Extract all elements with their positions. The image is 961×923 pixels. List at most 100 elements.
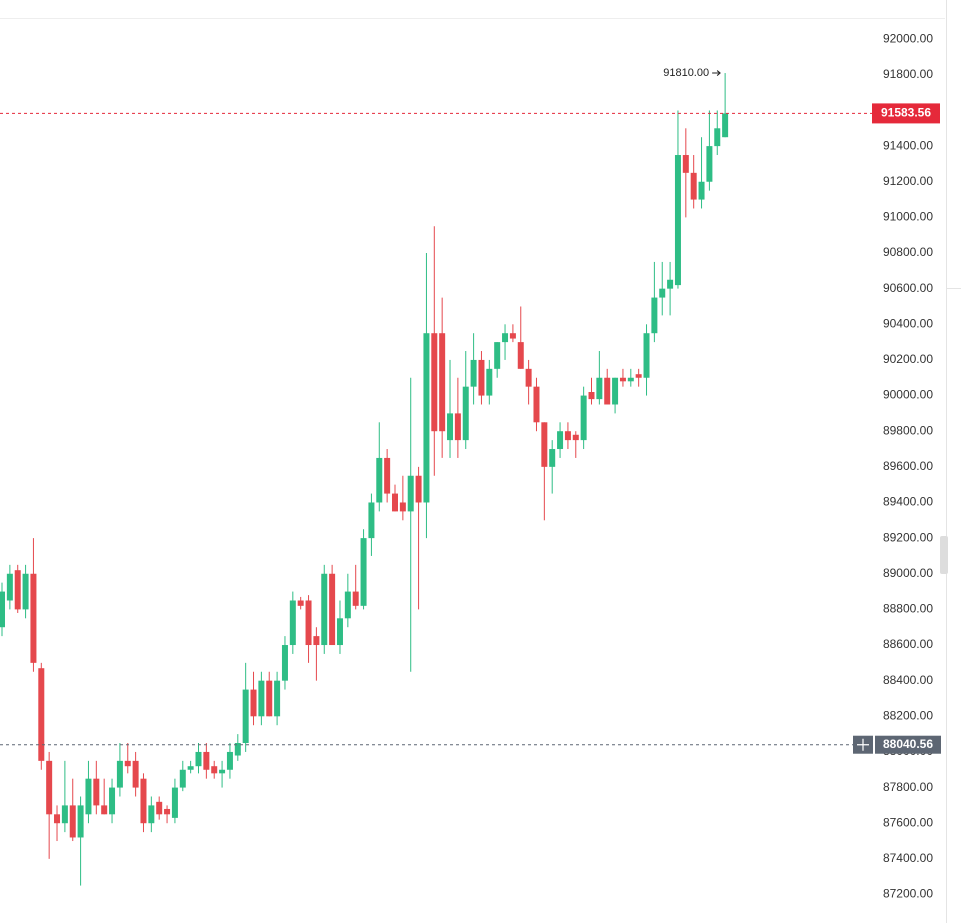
candle-body (352, 591, 359, 606)
candle-body (109, 787, 116, 815)
last-price-box (872, 103, 940, 124)
candle-body (674, 155, 681, 286)
candle-body (407, 475, 414, 512)
candle-body (101, 805, 108, 815)
candle-body (509, 333, 516, 339)
high-marker-arrow (712, 70, 721, 76)
candle-body (627, 377, 634, 382)
candle-body (266, 680, 273, 717)
candle-body (564, 431, 571, 441)
candle-body (116, 760, 123, 788)
candle-body (525, 368, 532, 387)
candle-body (22, 573, 29, 610)
candle-body (533, 386, 540, 423)
y-tick-label: 90400.00 (883, 316, 933, 330)
candle-body (722, 113, 729, 138)
candle-body (6, 573, 13, 601)
candle-body (179, 769, 186, 788)
candle-body (289, 600, 296, 646)
candle-body (171, 787, 178, 818)
candle-body (321, 573, 328, 646)
y-tick-label: 90600.00 (883, 281, 933, 295)
candle-body (619, 377, 626, 382)
candle-body (494, 342, 501, 369)
candle-body (572, 434, 579, 441)
y-tick-label: 89400.00 (883, 495, 933, 509)
candle-body (69, 805, 76, 838)
candle-body (187, 766, 194, 770)
y-tick-label: 92000.00 (883, 31, 933, 45)
y-tick-label: 88800.00 (883, 602, 933, 616)
y-tick-label: 89600.00 (883, 459, 933, 473)
candle-body (336, 618, 343, 646)
candle-body (682, 155, 689, 173)
candle-body (297, 600, 304, 606)
candle-body (203, 751, 210, 770)
candle-body (604, 377, 611, 405)
candle-body (148, 805, 155, 824)
candle-body (714, 128, 721, 147)
candle-body (14, 570, 21, 610)
candle-body (313, 636, 320, 646)
crosshair-label: 88040.56 (883, 737, 933, 751)
candle-body (140, 778, 147, 824)
candle-body (423, 333, 430, 503)
candle-body (415, 475, 422, 503)
candle-body (635, 374, 642, 378)
panel-handle[interactable] (940, 536, 948, 574)
candle-body (549, 449, 556, 467)
crosshair-plus (857, 738, 869, 751)
y-tick-label: 87200.00 (883, 887, 933, 901)
candle-body (234, 743, 241, 756)
candle-body (46, 760, 53, 815)
high-marker-label: 91810.00 (663, 67, 709, 79)
candle-body (156, 801, 163, 815)
candle-body (242, 689, 249, 744)
candle-body (517, 342, 524, 369)
y-tick-label: 89800.00 (883, 423, 933, 437)
y-tick-label: 91800.00 (883, 67, 933, 81)
candle-body (580, 395, 587, 441)
candle-body (431, 333, 438, 432)
candle-body (329, 573, 336, 646)
candle-body (454, 413, 461, 441)
candle-body (211, 766, 218, 774)
candle-body (226, 751, 233, 770)
candle-body (643, 333, 650, 378)
candle-body (399, 502, 406, 512)
candle-body (596, 377, 603, 400)
last-price-label: 91583.56 (881, 106, 931, 120)
candle-body (30, 573, 37, 663)
candle-body (651, 297, 658, 334)
y-tick-label: 88400.00 (883, 673, 933, 687)
candle-body (344, 591, 351, 619)
candle-body (470, 359, 477, 387)
candle-body (281, 645, 288, 681)
candle-body (360, 538, 367, 606)
y-tick-label: 87400.00 (883, 851, 933, 865)
candle-body (85, 778, 92, 815)
candle-body (258, 680, 265, 717)
candle-body (384, 457, 391, 494)
candle-body (698, 181, 705, 200)
candle-body (77, 805, 84, 838)
crosshair-box (875, 735, 941, 754)
y-tick-label: 90800.00 (883, 245, 933, 259)
candle-body (0, 591, 5, 628)
candle-body (376, 457, 383, 503)
candle-body (462, 386, 469, 441)
candle-body (54, 814, 61, 824)
candle-body (439, 333, 446, 432)
y-tick-label: 90000.00 (883, 388, 933, 402)
y-tick-label: 88200.00 (883, 708, 933, 722)
candle-body (274, 680, 281, 717)
candle-body (478, 359, 485, 396)
candle-body (93, 778, 100, 806)
y-tick-label: 91400.00 (883, 138, 933, 152)
candle-body (61, 805, 68, 824)
candle-body (38, 668, 45, 761)
y-tick-label: 91000.00 (883, 210, 933, 224)
candle-body (486, 368, 493, 396)
candle-body (219, 769, 226, 774)
